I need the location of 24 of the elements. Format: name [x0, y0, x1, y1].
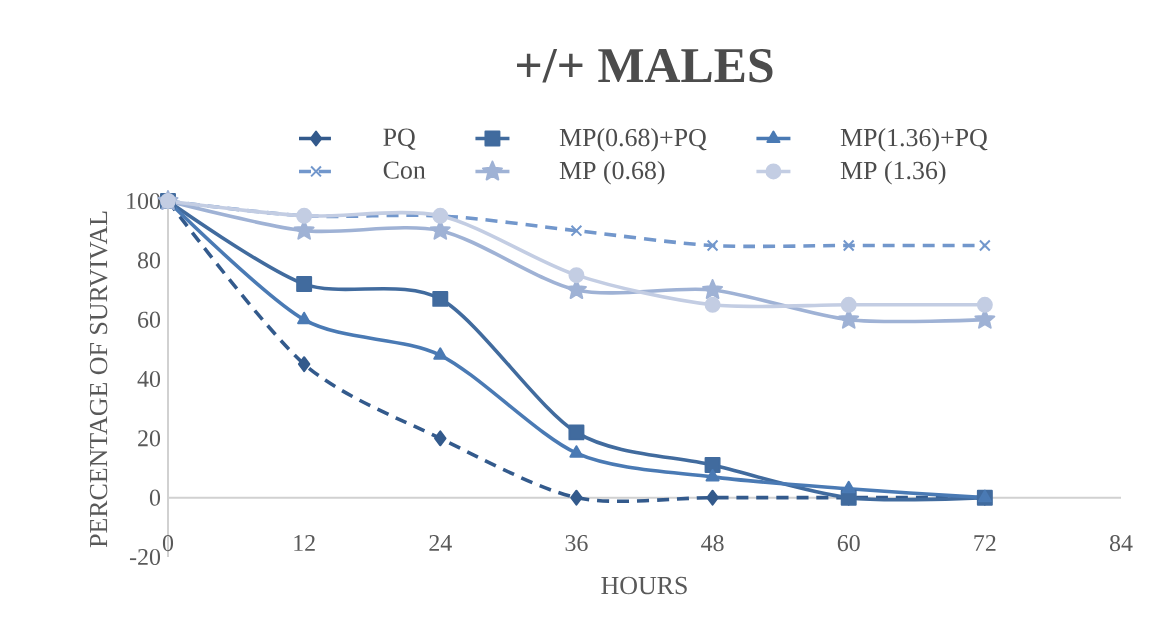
x-tick-label: 24	[429, 535, 452, 551]
y-tick-label: 20	[138, 430, 161, 447]
legend-label: PQ	[383, 128, 416, 150]
x-axis-title: HOURS	[601, 576, 687, 595]
x-tick-label: 48	[701, 535, 724, 552]
y-axis-title: PERCENTAGE OF SURVIVAL	[89, 211, 108, 548]
y-tick-label: 100	[127, 192, 161, 210]
y-tick-label: -20	[129, 548, 161, 566]
legend-label: MP (0.68)	[559, 160, 665, 185]
legend-label: MP(1.36)+PQ	[840, 128, 988, 152]
y-tick-label: 40	[137, 370, 161, 388]
legend-label: MP(0.68)+PQ	[559, 128, 707, 152]
x-tick-label: 36	[565, 535, 588, 552]
y-tick-label: 0	[149, 489, 161, 506]
x-tick-label: 12	[294, 535, 315, 551]
y-tick-label: 80	[137, 252, 161, 269]
legend-label: Con	[383, 161, 426, 179]
x-tick-label: 72	[974, 535, 996, 551]
chart-title: +/+ MALES	[517, 48, 773, 83]
legend-label: MP (1.36)	[840, 160, 946, 185]
y-tick-label: 60	[138, 311, 161, 328]
x-tick-label: 60	[837, 535, 860, 552]
x-tick-label: 84	[1109, 535, 1133, 552]
x-tick-label: 0	[162, 535, 174, 552]
